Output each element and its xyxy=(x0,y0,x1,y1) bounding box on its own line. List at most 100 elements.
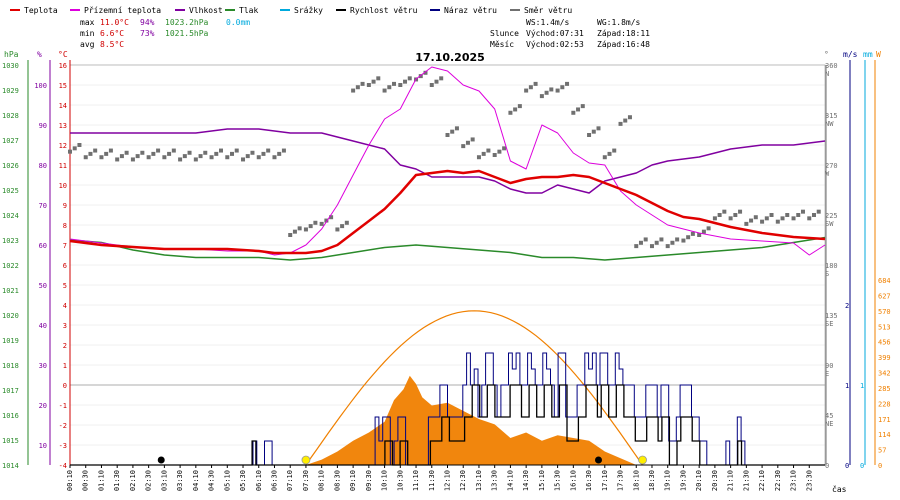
wind-direction-point xyxy=(638,240,643,245)
wind-direction-point xyxy=(130,157,135,162)
dir-compass-label: NE xyxy=(825,420,833,428)
wind-direction-point xyxy=(193,157,198,162)
hpa-tick-label: 1028 xyxy=(2,112,19,120)
humidity-line xyxy=(70,128,826,194)
wind-direction-point xyxy=(360,81,365,86)
x-tick-label: 15:10 xyxy=(538,470,546,491)
wind-direction-point xyxy=(178,157,183,162)
temp-tick-label: 11 xyxy=(59,162,67,170)
x-tick-label: 18:10 xyxy=(632,470,640,491)
wind-direction-point xyxy=(135,154,140,159)
dir-compass-label: NW xyxy=(825,120,834,128)
wind-direction-point xyxy=(72,146,77,151)
x-axis: 00:10 00:30 01:10 01:30 02:10 02:30 03:10 03:30… xyxy=(66,464,825,491)
hpa-tick-label: 1019 xyxy=(2,337,19,345)
wind-direction-point xyxy=(423,70,428,75)
pressure-line xyxy=(69,236,826,261)
avg-label: avg xyxy=(80,40,95,49)
wind-direction-point xyxy=(560,85,565,90)
wind-direction-point xyxy=(146,155,151,160)
sun-label: Slunce xyxy=(490,29,519,38)
sun-moon-markers xyxy=(157,455,647,465)
wind-direction-point xyxy=(187,150,192,155)
wind-direction-point xyxy=(303,227,308,232)
wind-direction-point xyxy=(454,126,459,131)
x-tick-label: 22:10 xyxy=(758,470,766,491)
legend-label: Srážky xyxy=(294,6,323,15)
legend: Teplota Přízemní teplota Vlhkost Tlak Srážky… xyxy=(10,6,572,15)
temp-tick-label: 12 xyxy=(59,142,67,150)
pct-tick-label: 60 xyxy=(39,242,47,250)
wind-direction-point xyxy=(324,218,329,223)
wind-direction-point xyxy=(119,154,124,159)
wind-direction-point xyxy=(140,150,145,155)
w-tick-label: 114 xyxy=(878,431,891,439)
x-tick-label: 05:10 xyxy=(223,470,231,491)
wind-direction-point xyxy=(450,129,455,134)
temp-tick-label: 2 xyxy=(63,342,67,350)
wind-direction-point xyxy=(665,244,670,249)
wind-direction-point xyxy=(281,148,286,153)
x-tick-label: 23:10 xyxy=(790,470,798,491)
dir-tick-label: 225 xyxy=(825,212,838,220)
temperature-line xyxy=(69,169,826,255)
x-tick-label: 08:30 xyxy=(333,470,341,491)
temp-tick-label: 13 xyxy=(59,122,67,130)
ms-tick-label: 0 xyxy=(845,462,849,470)
wind-direction-point xyxy=(571,110,576,115)
temperature-series xyxy=(69,169,826,255)
x-tick-label: 23:30 xyxy=(805,470,813,491)
legend-label: Teplota xyxy=(24,6,58,15)
wind-direction-series xyxy=(68,70,821,249)
x-tick-label: 02:30 xyxy=(145,470,153,491)
wind-direction-point xyxy=(344,220,349,225)
hpa-tick-label: 1014 xyxy=(2,462,19,470)
w-tick-label: 171 xyxy=(878,416,891,424)
wind-direction-point xyxy=(234,148,239,153)
dir-tick-label: 90 xyxy=(825,362,833,370)
wind-direction-point xyxy=(88,151,93,156)
x-tick-label: 05:30 xyxy=(239,470,247,491)
w-tick-label: 228 xyxy=(878,400,891,408)
wind-direction-point xyxy=(712,216,717,221)
wind-direction-point xyxy=(198,154,203,159)
wind-direction-point xyxy=(261,151,266,156)
dir-tick-label: 45 xyxy=(825,412,833,420)
x-tick-label: 06:10 xyxy=(255,470,263,491)
wind-direction-point xyxy=(93,148,98,153)
wind-direction-point xyxy=(706,226,711,231)
max-pressure: 1023.2hPa xyxy=(165,18,209,27)
temp-tick-label: -4 xyxy=(59,462,67,470)
wind-direction-point xyxy=(445,133,450,137)
wind-direction-point xyxy=(697,233,702,237)
solar-radiation-area xyxy=(305,375,637,465)
legend-label: Směr větru xyxy=(524,6,572,15)
dir-tick-label: 0 xyxy=(825,462,829,470)
wind-direction-point xyxy=(219,148,223,153)
temp-tick-label: 14 xyxy=(59,102,67,110)
wind-direction-point xyxy=(77,143,82,147)
x-tick-label: 03:10 xyxy=(160,470,168,491)
wind-direction-point xyxy=(690,231,695,236)
w-tick-label: 342 xyxy=(878,370,891,378)
x-tick-label: 15:30 xyxy=(554,470,562,491)
moonrise-info: Východ:02:53 xyxy=(526,40,584,49)
wind-direction-point xyxy=(623,118,628,123)
stats-block: max 11.0°C 94% 1023.2hPa 0.0mm min 6.6°C… xyxy=(80,18,250,49)
wind-direction-point xyxy=(355,85,360,90)
wind-direction-point xyxy=(434,79,439,84)
wind-direction-point xyxy=(277,151,282,156)
wind-direction-point xyxy=(156,148,161,153)
wind-direction-point xyxy=(659,237,664,242)
wind-direction-point xyxy=(800,209,805,214)
x-tick-label: 11:30 xyxy=(428,470,436,491)
wind-direction-point xyxy=(162,155,167,160)
wind-direction-point xyxy=(612,148,617,153)
temp-tick-label: -1 xyxy=(59,402,67,410)
wind-direction-point xyxy=(99,155,104,160)
wind-direction-point xyxy=(407,76,412,81)
min-humidity: 73% xyxy=(140,29,155,38)
x-tick-label: 22:30 xyxy=(774,470,782,491)
